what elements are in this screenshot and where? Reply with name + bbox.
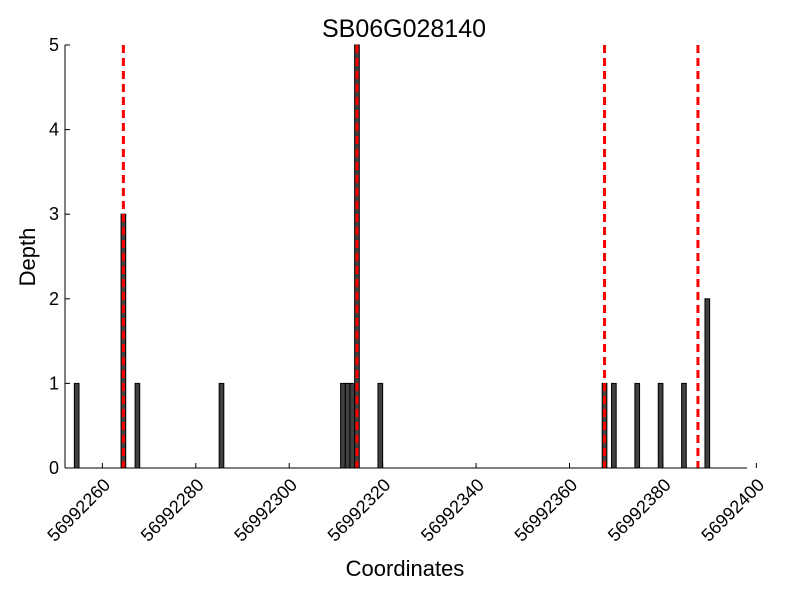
depth-bar — [134, 382, 141, 469]
depth-bar — [73, 382, 80, 469]
y-axis-label: Depth — [15, 228, 40, 287]
depth-bar — [681, 382, 687, 469]
x-tick-label: 56992400 — [697, 475, 768, 546]
bars-layer — [73, 44, 711, 469]
y-tick-label: 5 — [49, 35, 59, 55]
depth-bar — [344, 382, 351, 469]
x-axis-label: Coordinates — [346, 556, 465, 581]
x-tick-label: 56992280 — [137, 475, 208, 546]
depth-bar — [611, 382, 617, 469]
depth-bar — [634, 382, 641, 469]
x-tick-label: 56992380 — [604, 475, 675, 546]
depth-bar — [704, 298, 711, 469]
x-tick-label: 56992340 — [417, 475, 488, 546]
y-ticks-layer: 0 1 2 3 4 5 — [49, 35, 70, 478]
depth-bar — [340, 382, 346, 469]
y-tick-label: 3 — [49, 204, 59, 224]
chart-title: SB06G028140 — [322, 15, 486, 43]
depth-bar — [657, 382, 664, 469]
reference-lines-layer — [121, 45, 700, 468]
depth-bar — [218, 382, 225, 469]
x-tick-label: 56992300 — [230, 475, 301, 546]
x-tick-label: 56992260 — [43, 475, 114, 546]
depth-bar — [377, 382, 384, 469]
x-tick-label: 56992360 — [511, 475, 582, 546]
x-ticks-layer: 56992260 56992280 56992300 56992320 56992340… — [43, 463, 768, 545]
y-tick-label: 2 — [49, 289, 59, 309]
depth-bar — [349, 382, 356, 469]
x-tick-label: 56992320 — [324, 475, 395, 546]
y-tick-label: 0 — [49, 458, 59, 478]
y-tick-label: 1 — [49, 373, 59, 393]
y-tick-label: 4 — [49, 120, 59, 140]
